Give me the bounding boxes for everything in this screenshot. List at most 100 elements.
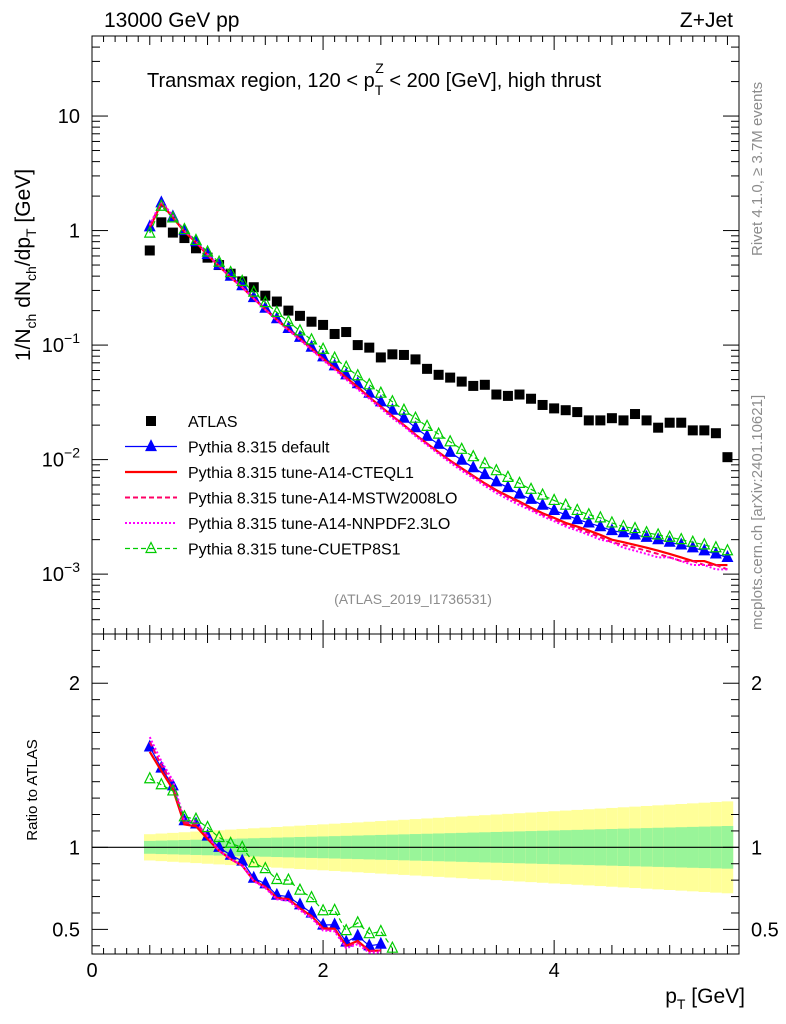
data-point (375, 352, 386, 363)
data-point (537, 399, 548, 410)
mc-point (501, 469, 514, 482)
mc-point (709, 546, 722, 559)
plot-title: Transmax region, 120 < pTZ < 200 [GeV], … (147, 60, 602, 98)
ratio-point (178, 809, 191, 822)
data-point (653, 422, 664, 433)
mc-point (721, 543, 734, 556)
ratio-series-line (149, 778, 393, 949)
mc-point (293, 323, 306, 336)
y-tick-label: 1 (69, 221, 80, 243)
ratio-point (201, 820, 214, 833)
ratio-point (155, 777, 168, 790)
data-point (699, 425, 710, 436)
data-point (306, 316, 317, 327)
mc-point (663, 529, 676, 542)
mc-point (409, 420, 422, 433)
mc-point (467, 460, 480, 473)
mc-point (548, 503, 561, 516)
mc-point (432, 426, 445, 439)
data-point (514, 389, 525, 400)
mc-point (178, 222, 191, 235)
data-point (641, 415, 652, 426)
mc-point (478, 467, 491, 480)
mc-point (490, 474, 503, 487)
mc-point (675, 532, 688, 545)
data-point (710, 428, 721, 439)
ratio-point (374, 936, 387, 949)
ratio-point (224, 836, 237, 849)
mc-point (432, 436, 445, 449)
y-axis-label: 1/Nch dNch/dpT [GeV] (12, 169, 39, 361)
data-point (144, 245, 155, 256)
mc-point (270, 305, 283, 317)
mc-point (698, 537, 711, 550)
mc-point (605, 515, 618, 528)
mc-point (594, 519, 607, 532)
plot-title-sup: Z (375, 60, 384, 76)
ratio-point (270, 872, 283, 885)
mc-point (201, 244, 214, 257)
data-point (352, 340, 363, 351)
y-tick-label: 10−2 (42, 445, 80, 472)
legend: ATLAS Pythia 8.315 default Pythia 8.315 tu… (125, 414, 457, 559)
data-point (687, 425, 698, 436)
ratio-point (259, 861, 272, 874)
data-point (606, 413, 617, 424)
mc-point (686, 534, 699, 547)
data-point (445, 372, 456, 383)
mc-point (328, 350, 341, 363)
legend-marker (146, 416, 156, 426)
data-point (341, 327, 352, 338)
mc-point (721, 550, 734, 562)
plot-title-part-1: Transmax region, 120 < p (147, 70, 375, 92)
ratio-point (293, 882, 306, 895)
ratio-tick-label-right: 2 (751, 673, 762, 695)
data-point (410, 354, 421, 365)
series-line (148, 199, 728, 571)
mc-point (166, 210, 179, 223)
data-point (156, 217, 167, 228)
y-tick-label: 10 (58, 106, 80, 128)
mc-point (305, 332, 318, 345)
header-energy-label: 13000 GeV pp (104, 9, 239, 32)
mc-point (351, 368, 364, 381)
x-tick-label: 2 (318, 960, 329, 982)
mc-point (536, 497, 549, 510)
ratio-tick-label-left: 0.5 (52, 919, 80, 941)
ratio-point (386, 940, 399, 953)
mc-point (397, 402, 410, 415)
mc-point (559, 497, 572, 510)
mc-point (536, 487, 549, 500)
legend-marker (145, 541, 157, 554)
mc-point (709, 540, 722, 553)
mc-point (155, 198, 168, 211)
mc-point (317, 341, 330, 354)
data-point (491, 389, 502, 400)
data-point (560, 405, 571, 416)
mc-point (363, 377, 376, 390)
data-point (630, 409, 641, 420)
mc-point (455, 452, 468, 465)
mc-point (594, 510, 607, 523)
mc-point (409, 410, 422, 423)
mc-point (374, 385, 387, 398)
data-point (618, 415, 629, 426)
mc-point (397, 410, 410, 423)
data-point (526, 393, 537, 404)
x-axis-label: pT [GeV] (665, 985, 745, 1012)
ratio-point (363, 926, 376, 939)
ratio-tick-label-right: 0.5 (751, 919, 779, 941)
header-process-label: Z+Jet (680, 9, 733, 32)
ratio-uncertainty-bands (92, 801, 739, 894)
mc-point (571, 503, 584, 516)
ratio-series-layer (143, 736, 399, 954)
data-point (433, 369, 444, 380)
ratio-series-line (148, 741, 381, 952)
mc-point (605, 523, 618, 536)
mc-point (698, 543, 711, 556)
data-point (179, 233, 190, 244)
ratio-tick-label-left: 1 (69, 837, 80, 859)
mc-point (640, 525, 653, 538)
mc-point (386, 402, 399, 415)
mc-point (629, 527, 641, 540)
